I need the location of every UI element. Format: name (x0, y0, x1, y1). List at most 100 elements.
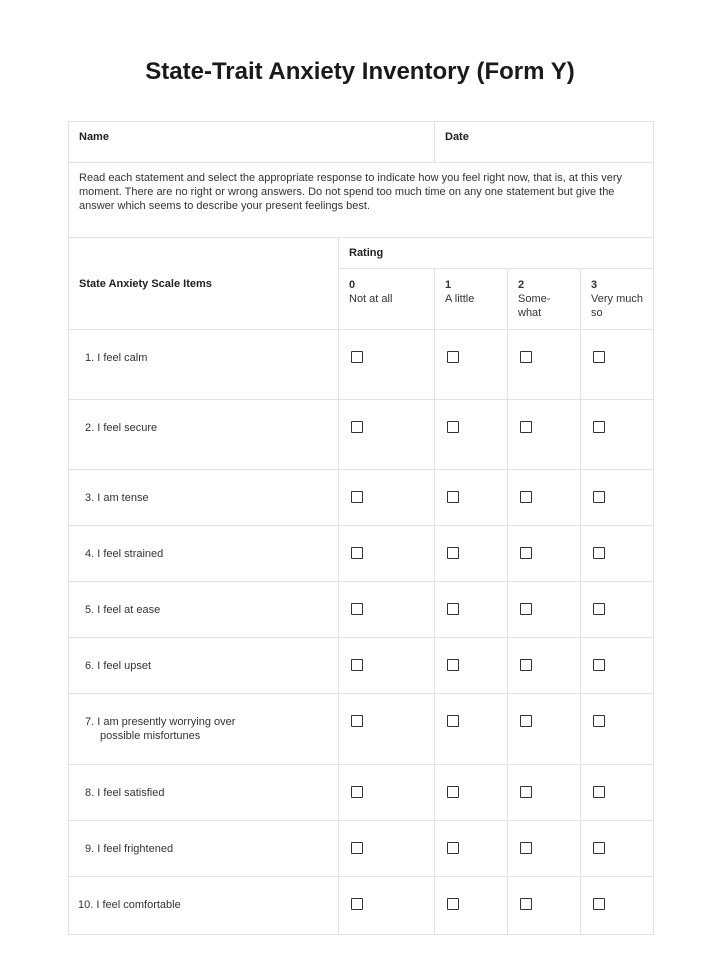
rating-cell (434, 637, 508, 694)
item-text: 9. I feel frightened (68, 820, 339, 877)
item-line: 5. I feel at ease (85, 604, 161, 616)
checkbox-rating-3[interactable] (593, 715, 605, 727)
name-label: Name (79, 131, 109, 143)
rating-cell (434, 764, 508, 821)
checkbox-rating-0[interactable] (351, 786, 363, 798)
questionnaire-table: Name Date Read each statement and select… (67, 121, 655, 935)
checkbox-rating-1[interactable] (447, 603, 459, 615)
rating-cell (507, 764, 581, 821)
rating-cell (507, 876, 581, 935)
rating-cell (338, 399, 435, 470)
name-field[interactable]: Name (68, 121, 435, 163)
rating-cell (338, 469, 435, 526)
option-value: 3 (591, 279, 598, 291)
rating-cell (579, 637, 655, 694)
option-header-1: 1 A little (434, 268, 508, 330)
rating-cell (579, 876, 655, 935)
rating-cell (579, 581, 655, 638)
table-row: 10. I feel comfortable (68, 876, 655, 935)
checkbox-rating-1[interactable] (447, 491, 459, 503)
checkbox-rating-1[interactable] (447, 898, 459, 910)
items-header: State Anxiety Scale Items (68, 237, 339, 330)
checkbox-rating-0[interactable] (351, 351, 363, 363)
checkbox-rating-1[interactable] (447, 842, 459, 854)
rating-cell (507, 581, 581, 638)
checkbox-rating-3[interactable] (593, 491, 605, 503)
checkbox-rating-2[interactable] (520, 603, 532, 615)
checkbox-rating-3[interactable] (593, 842, 605, 854)
item-line: 4. I feel strained (85, 548, 164, 560)
item-line: 9. I feel frightened (85, 843, 174, 855)
checkbox-rating-2[interactable] (520, 715, 532, 727)
checkbox-rating-0[interactable] (351, 603, 363, 615)
rating-cell (434, 525, 508, 582)
checkbox-rating-0[interactable] (351, 421, 363, 433)
rating-cell (434, 581, 508, 638)
rating-cell (507, 820, 581, 877)
checkbox-rating-0[interactable] (351, 547, 363, 559)
rating-cell (338, 820, 435, 877)
rating-cell (338, 581, 435, 638)
item-line: 7. I am presently worrying over (85, 716, 236, 728)
rating-cell (507, 329, 581, 400)
checkbox-rating-2[interactable] (520, 351, 532, 363)
option-label: A little (445, 293, 475, 305)
checkbox-rating-2[interactable] (520, 842, 532, 854)
checkbox-rating-1[interactable] (447, 421, 459, 433)
item-text: 5. I feel at ease (68, 581, 339, 638)
checkbox-rating-0[interactable] (351, 659, 363, 671)
checkbox-rating-3[interactable] (593, 603, 605, 615)
checkbox-rating-1[interactable] (447, 659, 459, 671)
rating-header: Rating (337, 237, 655, 269)
option-value: 0 (349, 279, 356, 291)
item-line-2: possible misfortunes (100, 730, 201, 742)
option-header-2: 2 Some-what (507, 268, 581, 330)
page-title: State-Trait Anxiety Inventory (Form Y) (145, 58, 575, 85)
checkbox-rating-2[interactable] (520, 659, 532, 671)
checkbox-rating-2[interactable] (520, 898, 532, 910)
item-line: 3. I am tense (85, 492, 149, 504)
item-line: 6. I feel upset (85, 660, 152, 672)
checkbox-rating-0[interactable] (351, 715, 363, 727)
checkbox-rating-3[interactable] (593, 898, 605, 910)
rating-cell (338, 329, 435, 400)
checkbox-rating-3[interactable] (593, 421, 605, 433)
rating-cell (338, 693, 435, 765)
checkbox-rating-3[interactable] (593, 786, 605, 798)
checkbox-rating-1[interactable] (447, 351, 459, 363)
rating-cell (434, 820, 508, 877)
rating-cell (579, 469, 655, 526)
option-label: Some-what (518, 293, 551, 319)
checkbox-rating-3[interactable] (593, 659, 605, 671)
checkbox-rating-0[interactable] (351, 898, 363, 910)
checkbox-rating-3[interactable] (593, 351, 605, 363)
instructions: Read each statement and select the appro… (67, 162, 655, 238)
checkbox-rating-1[interactable] (447, 547, 459, 559)
checkbox-rating-2[interactable] (520, 547, 532, 559)
rating-cell (507, 693, 581, 765)
item-line: 1. I feel calm (85, 352, 148, 364)
rating-cell (434, 469, 508, 526)
table-row: 7. I am presently worrying over possible … (68, 693, 655, 765)
table-row: 8. I feel satisfied (68, 764, 655, 821)
table-row: 6. I feel upset (68, 637, 655, 694)
checkbox-rating-1[interactable] (447, 786, 459, 798)
item-line: 10. I feel comfortable (78, 899, 181, 911)
item-text: 2. I feel secure (68, 399, 339, 470)
checkbox-rating-1[interactable] (447, 715, 459, 727)
rating-cell (338, 637, 435, 694)
checkbox-rating-2[interactable] (520, 421, 532, 433)
item-text: 10. I feel comfortable (68, 876, 339, 935)
checkbox-rating-3[interactable] (593, 547, 605, 559)
checkbox-rating-0[interactable] (351, 491, 363, 503)
checkbox-rating-0[interactable] (351, 842, 363, 854)
table-row: 1. I feel calm (68, 329, 655, 400)
rating-cell (507, 399, 581, 470)
checkbox-rating-2[interactable] (520, 786, 532, 798)
checkbox-rating-2[interactable] (520, 491, 532, 503)
rating-cell (338, 525, 435, 582)
table-row: 2. I feel secure (68, 399, 655, 470)
date-field[interactable]: Date (433, 121, 655, 163)
table-row: 3. I am tense (68, 469, 655, 526)
table-row: 5. I feel at ease (68, 581, 655, 638)
